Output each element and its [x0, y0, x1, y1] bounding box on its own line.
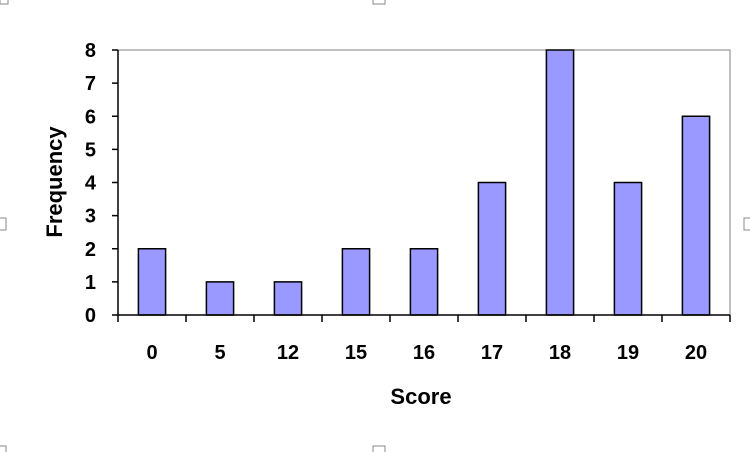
selection-handle-bottom-left [0, 445, 7, 452]
bar [681, 115, 711, 316]
bar [205, 281, 235, 316]
x-tick-label: 16 [413, 342, 435, 364]
y-axis-title: Frequency [42, 126, 67, 238]
y-tick-label: 5 [85, 139, 96, 161]
y-tick-label: 1 [85, 272, 96, 294]
bar [341, 248, 371, 316]
x-tick-label: 17 [481, 342, 503, 364]
bar [137, 248, 167, 316]
x-tick-label: 18 [549, 342, 571, 364]
bar [613, 181, 643, 316]
y-tick-label: 6 [85, 106, 96, 128]
x-tick-label: 20 [685, 342, 707, 364]
y-tick-label: 0 [85, 305, 96, 327]
selection-handle-bottom-middle [372, 445, 386, 452]
selection-handle-middle-left [0, 217, 7, 231]
y-axis-ticks: 0 1 2 3 4 5 6 7 8 [85, 40, 118, 327]
x-axis-title: Score [390, 384, 451, 409]
y-tick-label: 7 [85, 73, 96, 95]
x-tick-label: 19 [617, 342, 639, 364]
selection-handle-top-middle [372, 0, 386, 5]
bar [477, 181, 507, 316]
bar [545, 49, 575, 316]
x-tick-label: 15 [345, 342, 367, 364]
y-tick-label: 3 [85, 206, 96, 228]
y-tick-label: 8 [85, 40, 96, 62]
y-tick-label: 2 [85, 239, 96, 261]
x-axis-ticks: 0 5 12 15 16 17 18 19 20 [117, 315, 731, 364]
x-tick-label: 12 [277, 342, 299, 364]
selection-handle-middle-right [743, 217, 750, 231]
x-tick-label: 5 [214, 342, 225, 364]
x-tick-label: 0 [146, 342, 157, 364]
bar-series [137, 49, 711, 316]
selection-handle-top-left [0, 0, 9, 5]
bar [409, 248, 439, 316]
y-tick-label: 4 [85, 173, 97, 195]
bar [273, 281, 303, 316]
